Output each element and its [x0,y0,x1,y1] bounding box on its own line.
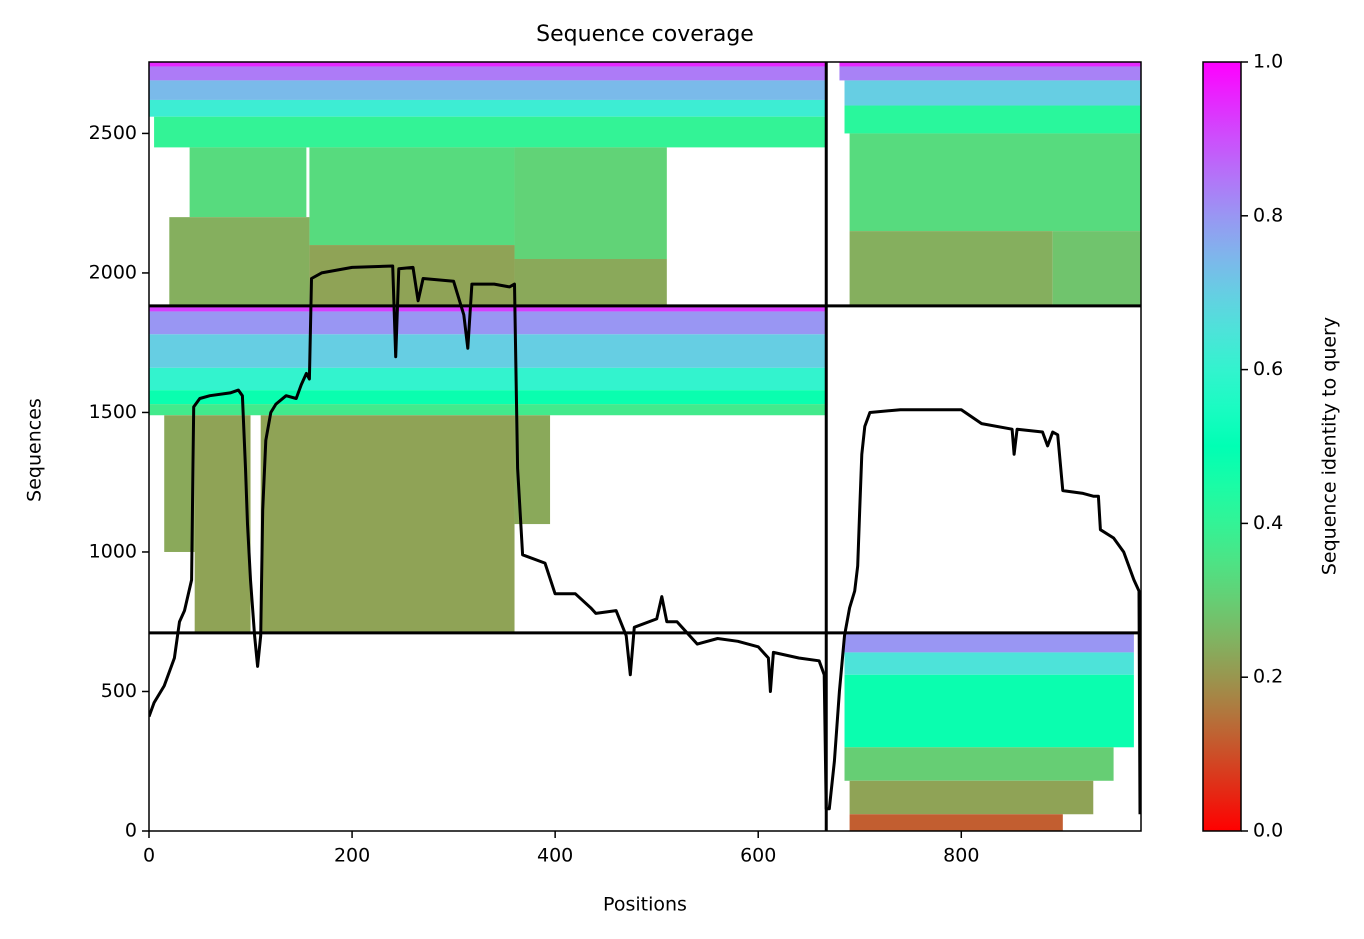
coverage-block [149,311,827,335]
y-tick-label: 1000 [89,540,137,562]
coverage-block [149,80,827,100]
x-axis-label: Positions [603,894,687,916]
y-tick-label: 1500 [89,401,137,423]
colorbar-label: Sequence identity to query [1319,317,1341,575]
coverage-block [839,62,1141,67]
y-tick-label: 500 [101,680,137,702]
x-tick-label: 400 [537,845,573,867]
coverage-block [149,66,827,81]
coverage-block [514,258,667,306]
coverage-block [149,62,827,67]
coverage-block [194,415,251,633]
colorbar-tick-label: 0.4 [1253,512,1283,534]
coverage-block [149,390,827,405]
y-tick-label: 0 [125,820,137,842]
coverage-block [844,632,1134,653]
colorbar-tick-label: 0.2 [1253,666,1283,688]
coverage-block [149,334,827,368]
coverage-block [260,415,515,633]
coverage-block [844,80,1141,106]
coverage-block [149,404,827,416]
coverage-block [844,105,1141,134]
coverage-block [309,147,515,246]
colorbar-tick-label: 1.0 [1253,51,1283,73]
coverage-block [149,367,827,391]
coverage-block [849,133,1141,232]
coverage-line [149,264,1141,815]
plot-area [149,62,1141,831]
colorbar [1202,61,1242,832]
coverage-block [844,652,1134,675]
coverage-block [189,147,307,218]
coverage-block [844,747,1114,781]
y-tick-label: 2500 [89,122,137,144]
coverage-block [149,99,827,117]
coverage-block [849,780,1094,815]
coverage-block [169,217,310,306]
coverage-block [839,66,1141,81]
coverage-block [844,674,1134,748]
x-tick-label: 0 [143,845,155,867]
x-tick-label: 600 [740,845,776,867]
x-tick-label: 200 [334,845,370,867]
coverage-block [309,245,515,306]
coverage-block [149,305,827,312]
plot-frame [148,61,1142,832]
coverage-block [164,415,195,552]
colorbar-tick-label: 0.0 [1253,820,1283,842]
y-tick-label: 2000 [89,261,137,283]
colorbar-tick-label: 0.8 [1253,204,1283,226]
coverage-block [849,231,1053,306]
coverage-block [154,116,827,148]
x-tick-label: 800 [943,845,979,867]
coverage-block [849,814,1063,831]
colorbar-tick-label: 0.6 [1253,358,1283,380]
coverage-block [514,147,667,259]
coverage-block [1052,231,1141,306]
y-axis-label: Sequences [24,398,46,502]
chart-title: Sequence coverage [536,22,754,47]
